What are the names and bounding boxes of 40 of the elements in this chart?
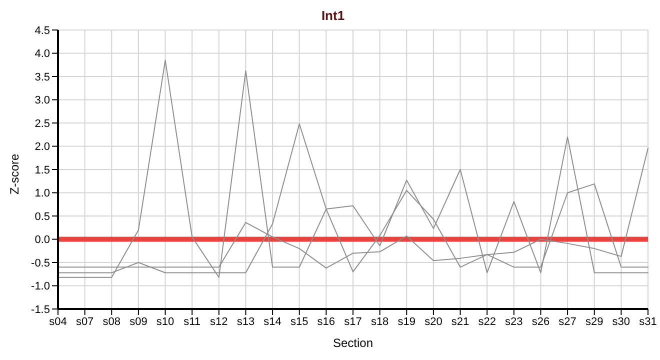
x-tick-label: s15 (290, 316, 308, 328)
y-tick-label: 0.5 (34, 210, 50, 223)
x-tick-label: s20 (424, 316, 442, 328)
x-axis-title: Section (332, 336, 374, 350)
y-tick-label: 2.5 (34, 118, 50, 130)
x-tick-label: s04 (49, 316, 67, 328)
y-tick-label: 0.0 (34, 234, 50, 246)
x-tick-label: s31 (639, 316, 657, 328)
y-tick-label: -1.5 (31, 304, 50, 316)
y-tick-label: 4.0 (34, 48, 50, 60)
x-tick-label: s10 (156, 316, 174, 328)
x-tick-label: s07 (76, 316, 94, 328)
x-tick-label: s16 (317, 316, 336, 328)
x-tick-label: s27 (558, 316, 576, 328)
y-tick-label: 3.0 (34, 94, 50, 107)
x-tick-label: s22 (478, 316, 496, 328)
x-tick-label: s26 (532, 316, 550, 328)
x-tick-label: s23 (505, 316, 523, 328)
x-tick-label: s12 (210, 316, 228, 328)
y-tick-label: -1.0 (31, 280, 50, 293)
x-tick-label: s19 (398, 316, 416, 328)
x-tick-label: s29 (585, 316, 604, 328)
y-axis-title: Z-score (7, 154, 22, 194)
y-tick-label: 3.5 (34, 71, 50, 84)
y-tick-label: -0.5 (31, 257, 50, 270)
x-tick-label: s08 (102, 316, 121, 328)
line-series (58, 60, 648, 278)
x-tick-label: s11 (184, 316, 201, 328)
chart-title: Int1 (320, 8, 346, 25)
x-tick-label: s09 (130, 316, 148, 328)
x-tick-label: s17 (344, 316, 362, 328)
x-tick-label: s21 (451, 316, 470, 328)
x-tick-label: s13 (236, 316, 255, 328)
y-tick-label: 1.0 (34, 188, 50, 200)
y-tick-label: 1.5 (34, 164, 50, 176)
x-tick-label: s14 (264, 316, 282, 328)
y-tick-label: 2.0 (34, 141, 50, 154)
x-tick-label: s30 (612, 316, 630, 328)
x-tick-label: s18 (370, 316, 389, 328)
y-tick-label: 4.5 (34, 24, 50, 37)
